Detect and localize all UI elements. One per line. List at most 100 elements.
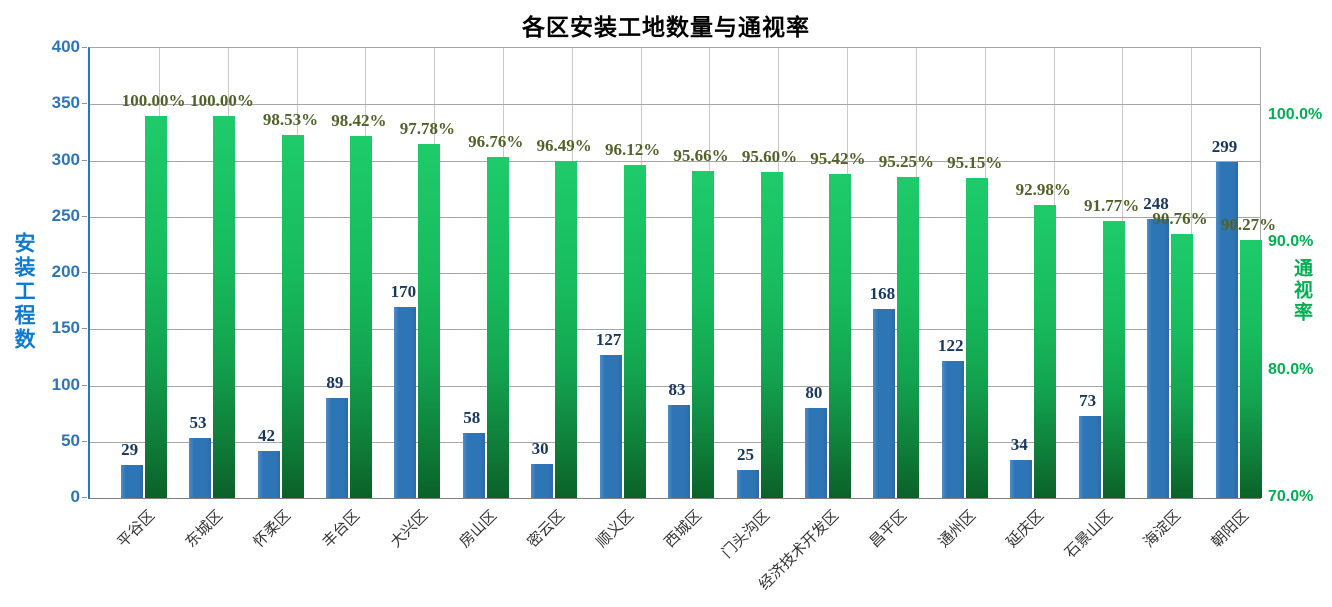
data-label-visibility-rate: 95.66%: [673, 146, 729, 166]
data-label-install-count: 30: [531, 439, 549, 459]
left-axis-tick-mark: [82, 384, 87, 386]
category-label: 怀柔区: [251, 507, 295, 551]
bar-visibility-rate: [1171, 233, 1193, 498]
left-axis-tick-label: 0: [70, 487, 80, 506]
left-axis-tick-label: 250: [51, 205, 80, 225]
bar-install-count: [1147, 219, 1169, 498]
data-label-install-count: 168: [869, 284, 896, 303]
left-axis-tick-mark: [82, 272, 87, 273]
chart-title: 各区安装工地数量与通视率: [522, 15, 810, 40]
bar-install-count: [1010, 459, 1033, 498]
right-axis-tick-label: 90.0%: [1268, 233, 1314, 251]
bar-visibility-rate: [623, 165, 646, 498]
bar-visibility-rate: [1034, 205, 1057, 498]
data-label-visibility-rate: 90.27%: [1220, 214, 1277, 234]
bar-visibility-rate: [897, 176, 920, 498]
bar-install-count: [941, 360, 964, 498]
left-axis-title: 安装工程数: [12, 232, 35, 352]
category-label: 房山区: [456, 507, 500, 551]
data-label-install-count: 89: [326, 372, 344, 392]
category-label: 朝阳区: [1209, 507, 1253, 551]
data-label-install-count: 122: [938, 335, 964, 355]
horizontal-gridline: [90, 104, 1260, 106]
category-label: 丰台区: [319, 507, 364, 551]
bar-visibility-rate: [144, 116, 167, 498]
bar-install-count: [1215, 161, 1238, 498]
bar-install-count: [257, 450, 280, 498]
data-label-install-count: 299: [1211, 136, 1238, 156]
data-label-install-count: 29: [121, 440, 139, 460]
left-axis-tick-label: 300: [51, 149, 80, 169]
left-axis-tick-mark: [82, 215, 87, 217]
data-label-visibility-rate: 100.00%: [190, 91, 254, 110]
data-label-visibility-rate: 95.60%: [741, 147, 798, 166]
data-label-install-count: 83: [668, 379, 686, 399]
category-label: 石景山区: [1062, 507, 1116, 562]
bar-visibility-rate: [281, 134, 304, 498]
category-label: 大兴区: [388, 507, 432, 551]
left-axis-tick-mark: [82, 47, 87, 48]
right-axis-title: 通视率: [1291, 258, 1312, 324]
data-label-visibility-rate: 96.12%: [604, 140, 661, 160]
data-label-install-count: 170: [390, 281, 417, 301]
bar-install-count: [462, 432, 485, 498]
left-axis-tick-mark: [82, 159, 87, 161]
bar-visibility-rate: [760, 172, 783, 498]
data-label-install-count: 58: [463, 407, 481, 427]
bar-install-count: [531, 464, 554, 498]
data-label-visibility-rate: 97.78%: [399, 119, 455, 139]
horizontal-gridline: [90, 385, 1260, 387]
data-label-visibility-rate: 90.76%: [1152, 208, 1208, 228]
data-label-install-count: 73: [1079, 390, 1097, 410]
left-axis-tick-label: 50: [61, 430, 80, 450]
bar-install-count: [325, 397, 348, 498]
right-axis-tick-label: 80.0%: [1268, 360, 1314, 378]
data-label-install-count: 127: [595, 330, 622, 350]
category-label: 昌平区: [867, 507, 911, 551]
bar-visibility-rate: [828, 174, 851, 498]
data-label-install-count: 34: [1010, 434, 1028, 454]
left-axis-tick-label: 150: [51, 318, 80, 338]
bar-visibility-rate: [555, 160, 578, 498]
category-label: 顺义区: [593, 507, 637, 551]
bar-install-count: [804, 408, 827, 498]
left-axis-tick-mark: [82, 440, 87, 442]
left-axis-tick-label: 100: [51, 374, 80, 394]
bar-visibility-rate: [486, 157, 509, 498]
bar-install-count: [1078, 415, 1101, 498]
left-axis-tick-mark: [82, 497, 87, 498]
bar-visibility-rate: [965, 177, 988, 498]
category-label: 延庆区: [1004, 507, 1048, 551]
data-label-visibility-rate: 92.98%: [1015, 180, 1071, 200]
horizontal-gridline: [90, 273, 1260, 274]
bar-install-count: [873, 309, 896, 498]
category-label: 西城区: [662, 507, 706, 551]
bar-visibility-rate: [418, 144, 441, 498]
data-label-visibility-rate: 100.00%: [121, 91, 186, 110]
left-axis-tick-mark: [82, 328, 87, 330]
data-label-visibility-rate: 95.25%: [878, 151, 934, 171]
category-label: 东城区: [183, 507, 227, 551]
left-axis-tick-label: 350: [51, 93, 80, 113]
horizontal-gridline: [90, 160, 1260, 162]
horizontal-gridline: [90, 329, 1260, 331]
bar-visibility-rate: [1102, 220, 1125, 498]
data-label-visibility-rate: 95.42%: [810, 149, 866, 169]
category-label: 密云区: [525, 507, 569, 551]
left-axis-tick-mark: [82, 103, 87, 105]
bar-visibility-rate: [349, 136, 372, 498]
right-axis-tick-label: 100.0%: [1268, 106, 1323, 123]
data-label-install-count: 42: [257, 425, 275, 445]
category-label: 平谷区: [114, 507, 158, 551]
bar-install-count: [736, 469, 759, 498]
data-label-visibility-rate: 96.49%: [536, 135, 592, 155]
category-label: 海淀区: [1141, 507, 1185, 551]
data-label-visibility-rate: 98.53%: [262, 109, 319, 129]
horizontal-gridline: [90, 216, 1260, 218]
plot-area: [88, 47, 1262, 499]
left-axis-tick-label: 200: [51, 262, 80, 281]
category-label: 门头沟区: [719, 507, 774, 562]
bar-visibility-rate: [213, 116, 235, 498]
bar-visibility-rate: [692, 171, 714, 498]
category-label: 通州区: [935, 507, 979, 551]
